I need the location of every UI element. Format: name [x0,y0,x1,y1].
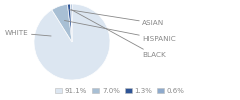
Wedge shape [71,4,72,42]
Legend: 91.1%, 7.0%, 1.3%, 0.6%: 91.1%, 7.0%, 1.3%, 0.6% [53,85,187,96]
Text: HISPANIC: HISPANIC [64,20,176,42]
Wedge shape [34,4,110,80]
Wedge shape [67,4,72,42]
Text: ASIAN: ASIAN [69,10,164,26]
Text: WHITE: WHITE [5,30,51,36]
Text: BLACK: BLACK [71,10,166,58]
Wedge shape [52,4,72,42]
